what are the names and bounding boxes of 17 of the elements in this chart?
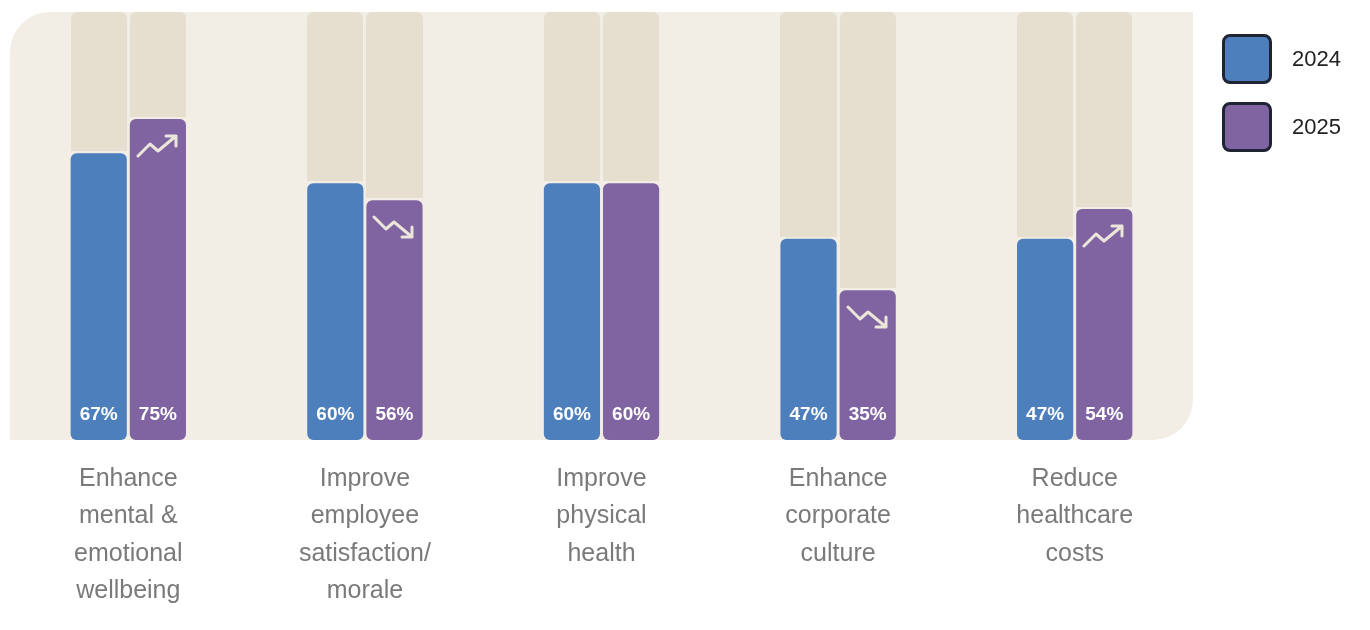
- data-label: 47%: [1026, 403, 1065, 425]
- data-label: 47%: [789, 403, 828, 425]
- data-label: 60%: [316, 403, 355, 425]
- legend-label: 2024: [1292, 46, 1341, 72]
- x-tick-label: Reduce healthcare costs: [1016, 462, 1134, 566]
- data-label: 60%: [552, 403, 592, 425]
- data-label: 56%: [375, 403, 414, 425]
- data-label: 75%: [138, 403, 177, 425]
- x-tick-label: Improve employee satisfaction/morale: [298, 462, 431, 604]
- x-tick-label: Improve physical health: [556, 462, 647, 566]
- data-label: 54%: [1085, 403, 1124, 425]
- data-label: 67%: [79, 403, 118, 425]
- x-tick-label: Enhance corporate culture: [785, 462, 891, 566]
- data-label: 60%: [612, 403, 651, 425]
- legend-label: 2025: [1292, 114, 1341, 140]
- x-tick-label: Enhance mental & emotional wellbeing: [74, 462, 183, 604]
- data-label: 35%: [848, 403, 887, 425]
